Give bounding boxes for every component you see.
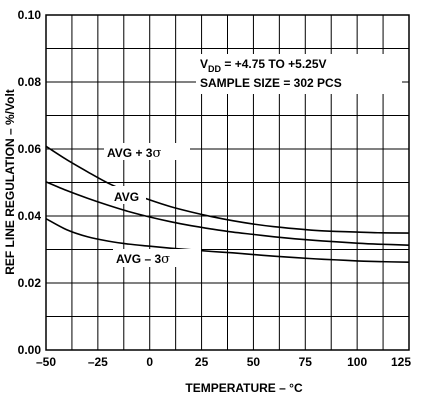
- y-tick-label: 0.08: [18, 75, 42, 89]
- x-axis-label: TEMPERATURE – °C: [185, 381, 303, 395]
- series-label-avg-text: AVG: [114, 190, 139, 204]
- vdd-v: V: [200, 57, 208, 71]
- y-tick-label: 0.10: [18, 8, 42, 22]
- series-label-avg-minus-bg: [113, 249, 201, 267]
- vdd-subscript: DD: [208, 64, 221, 74]
- series-label-avg-plus-bg: [104, 143, 190, 160]
- x-tick-label: –50: [36, 355, 56, 369]
- x-tick-label: 100: [347, 355, 367, 369]
- series-label-avg-minus-sigma: σ: [161, 252, 170, 267]
- series-label-avg-plus-sigma: σ: [152, 146, 161, 161]
- series-label-avg: AVG: [110, 186, 146, 204]
- avg-minus-3sigma-curve: [45, 217, 410, 264]
- x-tick-label: 25: [195, 355, 209, 369]
- x-tick-label: 125: [391, 355, 411, 369]
- x-tick-label: 75: [299, 355, 313, 369]
- y-tick-label: 0.02: [18, 276, 42, 290]
- y-tick-label: 0.00: [18, 343, 42, 357]
- series-label-avg-plus: AVG + 3σ: [104, 143, 190, 161]
- annotation-background: [196, 54, 402, 94]
- y-axis-label: REF LINE REGULATION – %/Volt: [3, 89, 17, 275]
- series-label-avg-plus-text: AVG + 3σ: [107, 146, 161, 161]
- x-tick-label: –25: [88, 355, 108, 369]
- avg-curve: [45, 181, 410, 246]
- series-label-avg-bg: [110, 186, 146, 204]
- y-tick-label: 0.06: [18, 142, 42, 156]
- series-label-avg-minus-main: AVG – 3: [116, 252, 161, 266]
- series-label-avg-minus-text: AVG – 3σ: [116, 252, 170, 267]
- avg-plus-3sigma-curve: [45, 145, 410, 234]
- x-tick-labels: –50 –25 0 25 50 75 100 125: [36, 355, 411, 369]
- series-label-avg-minus: AVG – 3σ: [113, 249, 201, 267]
- sample-size-note: SAMPLE SIZE = 302 PCS: [200, 76, 342, 90]
- conditions-annotation: VDD = +4.75 TO +5.25V SAMPLE SIZE = 302 …: [196, 54, 402, 94]
- series-label-avg-plus-main: AVG + 3: [107, 146, 153, 160]
- vdd-range: = +4.75 TO +5.25V: [221, 57, 327, 71]
- y-tick-label: 0.04: [18, 209, 42, 223]
- curves: [45, 145, 410, 264]
- x-tick-label: 0: [146, 355, 153, 369]
- y-tick-labels: 0.00 0.02 0.04 0.06 0.08 0.10: [18, 8, 42, 357]
- supply-voltage-note: VDD = +4.75 TO +5.25V: [200, 57, 327, 74]
- x-tick-label: 50: [247, 355, 261, 369]
